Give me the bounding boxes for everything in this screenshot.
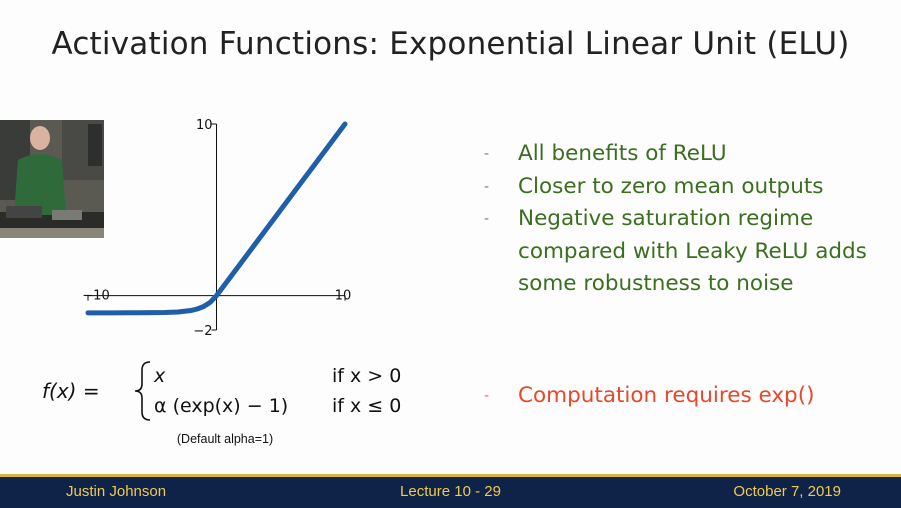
- bullet-marker: -: [484, 211, 490, 227]
- formula-case1-cond: if x > 0: [332, 365, 401, 387]
- slide-title: Activation Functions: Exponential Linear…: [51, 26, 850, 62]
- footer-lecture: Lecture 10 - 29: [400, 483, 501, 500]
- elu-chart: −10 10 10 −2: [82, 118, 352, 339]
- formula-case1-expr: x: [153, 365, 166, 387]
- presenter-image: [0, 120, 104, 238]
- con-item: - Computation requires exp(): [484, 380, 884, 412]
- pros-list: - All benefits of ReLU - Closer to zero …: [484, 138, 884, 301]
- tick-label-y-max: 10: [196, 118, 213, 133]
- footer-author: Justin Johnson: [66, 483, 167, 500]
- bullet-text: Closer to zero mean outputs: [518, 173, 824, 199]
- bullet-text: Negative saturation regime compared with…: [518, 206, 867, 296]
- elu-formula: f(x) = x if x > 0 α (exp(x) − 1) if x ≤ …: [42, 361, 401, 421]
- formula-lhs: f(x) =: [42, 379, 100, 403]
- footer-bar: Justin Johnson Lecture 10 - 29 October 7…: [0, 474, 901, 508]
- list-item: - Negative saturation regime compared wi…: [484, 203, 884, 301]
- elu-curve: [85, 121, 348, 316]
- formula-brace: [134, 361, 151, 421]
- footer-date: October 7, 2019: [733, 483, 841, 500]
- list-item: - Closer to zero mean outputs: [484, 171, 884, 204]
- con-text: Computation requires exp(): [518, 383, 815, 408]
- bullet-marker: -: [484, 146, 490, 162]
- bullet-marker: -: [484, 388, 490, 404]
- formula-case2-cond: if x ≤ 0: [332, 395, 401, 417]
- webcam-video: [0, 120, 104, 238]
- default-alpha-note: (Default alpha=1): [176, 432, 274, 446]
- bullet-marker: -: [484, 178, 490, 195]
- tick-label-x-min: −10: [82, 289, 109, 304]
- bullet-text: All benefits of ReLU: [518, 141, 727, 166]
- formula-case2-expr: α (exp(x) − 1): [154, 395, 288, 417]
- tick-label-y-min: −2: [193, 324, 212, 339]
- tick-label-x-max: 10: [335, 289, 352, 304]
- list-item: - All benefits of ReLU: [484, 138, 884, 171]
